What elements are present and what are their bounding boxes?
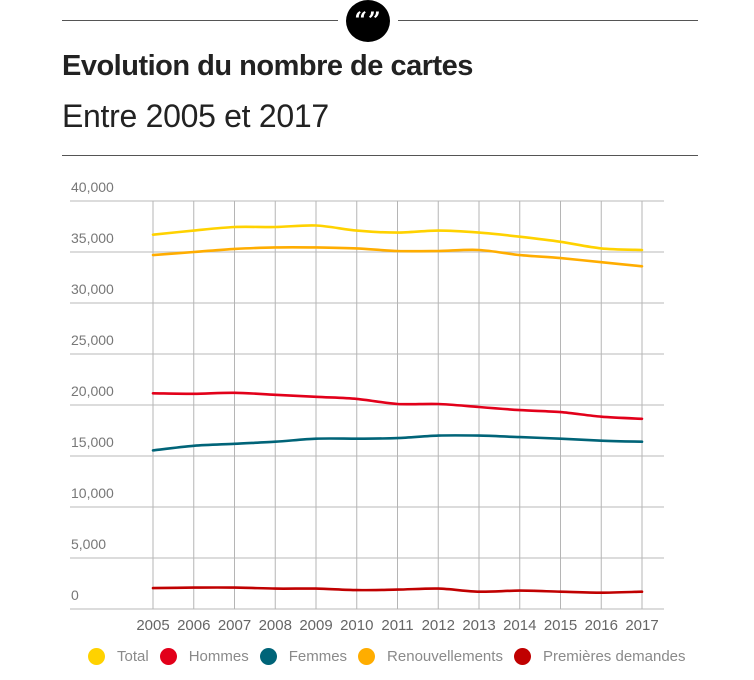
x-tick-label: 2016: [585, 617, 618, 634]
y-tick-label: 0: [71, 587, 79, 603]
top-divider-right: [398, 20, 698, 21]
y-tick-label: 40,000: [71, 179, 114, 195]
x-tick-label: 2008: [259, 617, 292, 634]
x-tick-label: 2017: [625, 617, 658, 634]
x-tick-label: 2006: [177, 617, 210, 634]
x-tick-label: 2010: [340, 617, 373, 634]
x-axis-tick-labels: 2005 2006 2007 2008 2009 2010 2011 2012 2013 2014…: [136, 617, 658, 634]
y-axis-tick-labels: 0 5,000 10,000 15,000 20,000 25,000 30,000 35,0…: [71, 179, 114, 603]
series-line-hommes: [151, 391, 644, 421]
legend-item-hommes[interactable]: Hommes: [159, 648, 249, 665]
y-tick-label: 35,000: [71, 230, 114, 246]
y-tick-label: 25,000: [71, 332, 114, 348]
legend-swatch-icon: [513, 648, 531, 665]
y-tick-label: 5,000: [71, 536, 106, 552]
legend-label: Femmes: [288, 648, 348, 665]
top-divider-left: [62, 20, 338, 21]
chart-title: Evolution du nombre de cartes: [62, 50, 473, 82]
quote-marks-icon: “”: [346, 0, 390, 42]
legend-swatch-icon: [159, 648, 177, 665]
x-tick-label: 2011: [381, 617, 413, 634]
legend-swatch-icon: [88, 648, 105, 665]
series-lines: [151, 224, 644, 594]
chart-subtitle: Entre 2005 et 2017: [62, 98, 329, 134]
series-line-renouvellements: [151, 245, 644, 268]
vertical-gridlines: [152, 201, 643, 609]
legend-item-renouvellements[interactable]: Renouvellements: [358, 648, 503, 665]
legend-label: Hommes: [188, 648, 249, 665]
legend-item-femmes[interactable]: Femmes: [259, 648, 348, 665]
series-line-femmes: [151, 434, 644, 452]
x-tick-label: 2007: [218, 617, 251, 634]
x-tick-label: 2009: [299, 617, 332, 634]
legend-item-total[interactable]: Total: [88, 648, 149, 665]
legend-label: Renouvellements: [387, 648, 503, 665]
x-tick-label: 2014: [503, 617, 536, 634]
x-tick-label: 2012: [422, 617, 455, 634]
legend-label: Total: [117, 648, 149, 665]
x-tick-label: 2013: [462, 617, 495, 634]
x-tick-label: 2015: [544, 617, 577, 634]
y-tick-label: 20,000: [71, 383, 114, 399]
legend-swatch-icon: [259, 648, 277, 665]
series-line-total: [151, 224, 644, 252]
legend-label: Premières demandes: [542, 648, 686, 665]
legend-swatch-icon: [358, 648, 376, 665]
title-divider: [62, 155, 698, 156]
horizontal-gridlines: [70, 200, 664, 610]
legend-item-premieres-demandes[interactable]: Premières demandes: [513, 648, 686, 665]
y-tick-label: 30,000: [71, 281, 114, 297]
series-line-premieres-demandes: [151, 586, 644, 594]
y-tick-label: 15,000: [71, 434, 114, 450]
x-tick-label: 2005: [136, 617, 169, 634]
chart-legend: Total Hommes Femmes Renouvellements Première…: [88, 648, 697, 665]
y-tick-label: 10,000: [71, 485, 114, 501]
